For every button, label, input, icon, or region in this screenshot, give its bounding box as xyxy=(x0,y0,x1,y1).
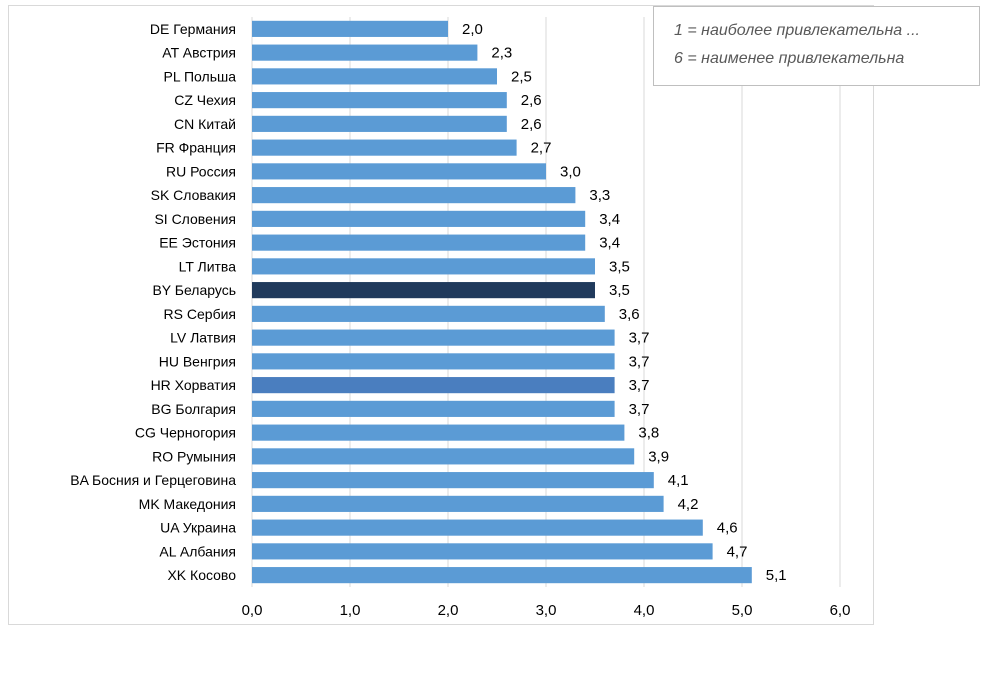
bar xyxy=(252,282,595,299)
bar xyxy=(252,187,576,204)
value-label: 3,9 xyxy=(648,448,669,465)
category-label: RO Румыния xyxy=(152,448,236,464)
category-labels: DE Германия AT Австрия PL Польша CZ Чехия CN… xyxy=(70,21,236,583)
x-tick-label: 1,0 xyxy=(340,602,361,619)
bar xyxy=(252,210,586,227)
category-label: AT Австрия xyxy=(162,45,236,61)
value-labels: 2,0 2,3 2,5 2,6 2,6 2,7 3,0 3,3 3,4 3,4 3,5 3,5 3,6 3… xyxy=(462,21,787,584)
value-label: 5,1 xyxy=(766,567,787,584)
bar xyxy=(252,353,615,370)
bars xyxy=(252,20,752,584)
x-tick-label: 5,0 xyxy=(732,602,753,619)
value-label: 2,3 xyxy=(491,45,512,62)
gridlines xyxy=(251,17,841,587)
bar xyxy=(252,92,507,109)
legend-note-box: 1 = наиболее привлекательна ... 6 = наим… xyxy=(653,6,980,86)
legend-note-least-attractive: 6 = наименее привлекательна xyxy=(674,50,905,67)
category-label: AL Албания xyxy=(159,543,236,559)
value-label: 4,1 xyxy=(668,472,689,489)
bar xyxy=(252,377,615,394)
x-tick-label: 4,0 xyxy=(634,602,655,619)
bar xyxy=(252,234,586,251)
category-label: PL Польша xyxy=(163,68,236,84)
value-label: 3,7 xyxy=(629,401,650,418)
category-label: EE Эстония xyxy=(159,235,236,251)
bar xyxy=(252,424,625,441)
category-label: LT Литва xyxy=(179,258,237,274)
x-tick-label: 2,0 xyxy=(438,602,459,619)
category-label: XK Косово xyxy=(167,567,236,583)
value-label: 3,4 xyxy=(599,235,620,252)
value-label: 3,7 xyxy=(629,330,650,347)
category-label: HR Хорватия xyxy=(151,377,236,393)
value-label: 3,7 xyxy=(629,377,650,394)
category-label: CG Черногория xyxy=(135,425,236,441)
category-label: LV Латвия xyxy=(170,330,236,346)
x-tick-label: 3,0 xyxy=(536,602,557,619)
value-label: 4,6 xyxy=(717,520,738,537)
value-label: 3,7 xyxy=(629,353,650,370)
value-label: 3,4 xyxy=(599,211,620,228)
x-tick-label: 0,0 xyxy=(242,602,263,619)
value-label: 2,0 xyxy=(462,21,483,38)
value-label: 2,7 xyxy=(531,140,552,157)
category-label: CZ Чехия xyxy=(174,92,236,108)
bar xyxy=(252,400,615,417)
value-label: 2,5 xyxy=(511,68,532,85)
category-label: MK Македония xyxy=(139,496,236,512)
x-axis-tick-labels: 0,0 1,0 2,0 3,0 4,0 5,0 6,0 xyxy=(242,602,851,619)
bar xyxy=(252,44,478,61)
bar xyxy=(252,567,752,584)
value-label: 3,5 xyxy=(609,258,630,275)
category-label: BY Беларусь xyxy=(152,282,236,298)
bar xyxy=(252,448,635,465)
bar xyxy=(252,472,654,489)
category-label: UA Украина xyxy=(160,520,236,536)
value-label: 3,0 xyxy=(560,163,581,180)
category-label: SK Словакия xyxy=(151,187,236,203)
category-label: BA Босния и Герцеговина xyxy=(70,472,236,488)
value-label: 3,3 xyxy=(589,187,610,204)
category-label: DE Германия xyxy=(150,21,236,37)
legend-note-most-attractive: 1 = наиболее привлекательна ... xyxy=(674,22,920,39)
category-label: RS Сербия xyxy=(164,306,236,322)
bar xyxy=(252,163,546,180)
bar xyxy=(252,258,595,275)
bar xyxy=(252,20,448,37)
bar xyxy=(252,139,517,156)
bar xyxy=(252,115,507,132)
value-label: 3,8 xyxy=(638,425,659,442)
x-tick-label: 6,0 xyxy=(830,602,851,619)
value-label: 2,6 xyxy=(521,92,542,109)
value-label: 4,2 xyxy=(678,496,699,513)
category-label: HU Венгрия xyxy=(159,353,236,369)
category-label: CN Китай xyxy=(174,116,236,132)
bar xyxy=(252,68,497,85)
value-label: 3,5 xyxy=(609,282,630,299)
bar xyxy=(252,519,703,536)
category-label: SI Словения xyxy=(154,211,236,227)
category-label: FR Франция xyxy=(156,140,236,156)
bar xyxy=(252,305,605,322)
value-label: 2,6 xyxy=(521,116,542,133)
value-label: 3,6 xyxy=(619,306,640,323)
category-label: BG Болгария xyxy=(151,401,236,417)
bar xyxy=(252,543,713,560)
category-label: RU Россия xyxy=(166,163,236,179)
bar xyxy=(252,329,615,346)
value-label: 4,7 xyxy=(727,543,748,560)
bar xyxy=(252,495,664,512)
